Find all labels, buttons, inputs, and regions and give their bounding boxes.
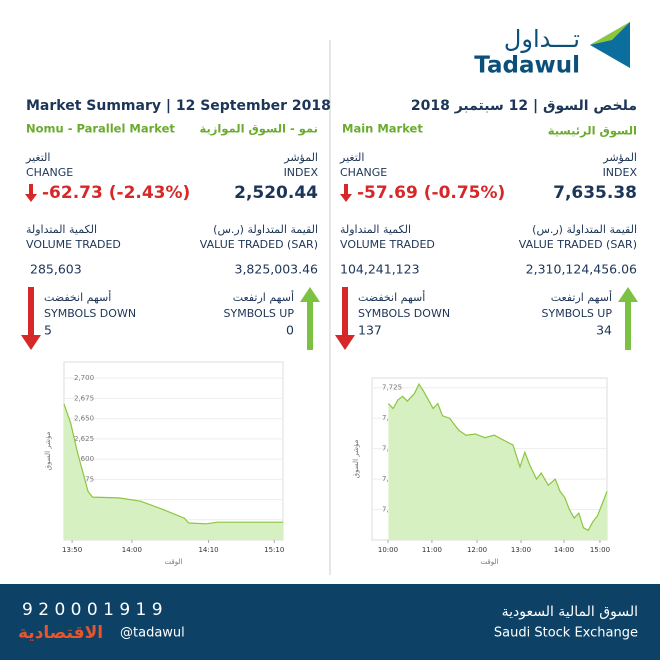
y-tick-label: 2,675	[74, 394, 94, 402]
x-tick-label: 10:00	[378, 546, 398, 554]
x-tick-label: 11:00	[422, 546, 442, 554]
volume-value: 285,603	[30, 262, 82, 277]
down-en: SYMBOLS DOWN	[358, 307, 450, 320]
y-tick-label: 2,700	[74, 374, 94, 382]
change-value: -62.73 (-2.43%)	[42, 183, 190, 203]
down-icon	[340, 184, 352, 202]
down-arrow	[21, 287, 41, 350]
index-value: 7,635.38	[553, 183, 637, 203]
volume-value: 104,241,123	[340, 262, 420, 277]
x-tick-label: 12:00	[467, 546, 487, 554]
down-icon	[25, 184, 37, 202]
value-en: VALUE TRADED (SAR)	[200, 238, 318, 251]
down-ar: أسهم انخفضت	[358, 290, 425, 304]
market-en: Main Market	[342, 122, 423, 136]
panel-title: ملخص السوق | 12 سبتمبر 2018	[411, 98, 637, 114]
volume-en: VOLUME TRADED	[340, 238, 435, 251]
logo-ar: تـــداول	[504, 25, 580, 53]
index-ar: المؤشر	[602, 151, 637, 164]
change-ar: التغير	[25, 151, 50, 164]
x-tick-label: 15:00	[590, 546, 610, 554]
value-ar: القيمة المتداولة (ر.س)	[532, 223, 637, 236]
index-en: INDEX	[284, 166, 319, 179]
up-ar: أسهم ارتفعت	[233, 290, 294, 304]
down-value: 137	[358, 323, 382, 338]
market-ar: نمو - السوق الموازية	[199, 122, 318, 137]
x-tick-label: 14:00	[554, 546, 574, 554]
up-en: SYMBOLS UP	[224, 307, 295, 320]
x-tick-label: 13:00	[511, 546, 531, 554]
up-arrow	[300, 287, 320, 350]
up-ar: أسهم ارتفعت	[551, 290, 612, 304]
watermark: الاقتصادية	[18, 623, 103, 643]
x-tick-label: 14:00	[122, 546, 142, 554]
market-ar: السوق الرئيسية	[548, 124, 637, 139]
y-tick-label: 2,625	[74, 435, 94, 443]
x-axis-label: الوقت	[165, 558, 183, 566]
down-ar: أسهم انخفضت	[44, 290, 111, 304]
name-ar: السوق المالية السعودية	[502, 604, 638, 620]
main-panel: ملخص السوق | 12 سبتمبر 2018 Main Market …	[335, 98, 638, 350]
footer-band	[0, 584, 660, 660]
down-arrow	[335, 287, 355, 350]
change-value: -57.69 (-0.75%)	[357, 183, 505, 203]
x-axis-label: الوقت	[481, 558, 499, 566]
volume-ar: الكمية المتداولة	[340, 223, 411, 236]
x-tick-label: 15:10	[264, 546, 284, 554]
change-en: CHANGE	[340, 166, 387, 179]
line	[63, 403, 283, 525]
down-en: SYMBOLS DOWN	[44, 307, 136, 320]
value-ar: القيمة المتداولة (ر.س)	[213, 223, 318, 236]
y-tick-label: 2,600	[74, 455, 94, 463]
logo: تـــداول Tadawul	[474, 22, 630, 79]
change-ar: التغير	[339, 151, 364, 164]
area	[388, 384, 607, 540]
y-axis-label: مؤشر السوق	[352, 439, 360, 478]
y-tick-label: 7,725	[382, 384, 402, 392]
logo-en: Tadawul	[474, 53, 580, 79]
value-value: 3,825,003.46	[235, 262, 319, 277]
index-en: INDEX	[603, 166, 638, 179]
handle: @tadawul	[120, 626, 185, 641]
nomu-panel: Market Summary | 12 September 2018 Nomu …	[21, 98, 331, 350]
index-ar: المؤشر	[283, 151, 318, 164]
phone: 9 2 0 0 0 1 9 1 9	[22, 600, 163, 620]
up-arrow	[618, 287, 638, 350]
up-en: SYMBOLS UP	[542, 307, 613, 320]
value-en: VALUE TRADED (SAR)	[519, 238, 637, 251]
volume-en: VOLUME TRADED	[26, 238, 121, 251]
down-value: 5	[44, 323, 52, 338]
line	[387, 382, 608, 532]
index-value: 2,520.44	[234, 183, 318, 203]
volume-ar: الكمية المتداولة	[26, 223, 97, 236]
change-en: CHANGE	[26, 166, 73, 179]
y-axis-label: مؤشر السوق	[44, 431, 52, 470]
area	[64, 404, 283, 540]
up-value: 34	[596, 323, 612, 338]
footer: 9 2 0 0 0 1 9 1 9 @tadawul الاقتصادية ال…	[0, 584, 660, 660]
x-tick-label: 14:10	[198, 546, 218, 554]
name-en: Saudi Stock Exchange	[494, 626, 638, 641]
panel-title: Market Summary | 12 September 2018	[26, 98, 331, 114]
y-tick-label: 2,650	[74, 415, 94, 423]
up-value: 0	[286, 323, 294, 338]
market-en: Nomu - Parallel Market	[26, 122, 175, 136]
x-tick-label: 13:50	[62, 546, 82, 554]
value-value: 2,310,124,456.06	[526, 262, 637, 277]
